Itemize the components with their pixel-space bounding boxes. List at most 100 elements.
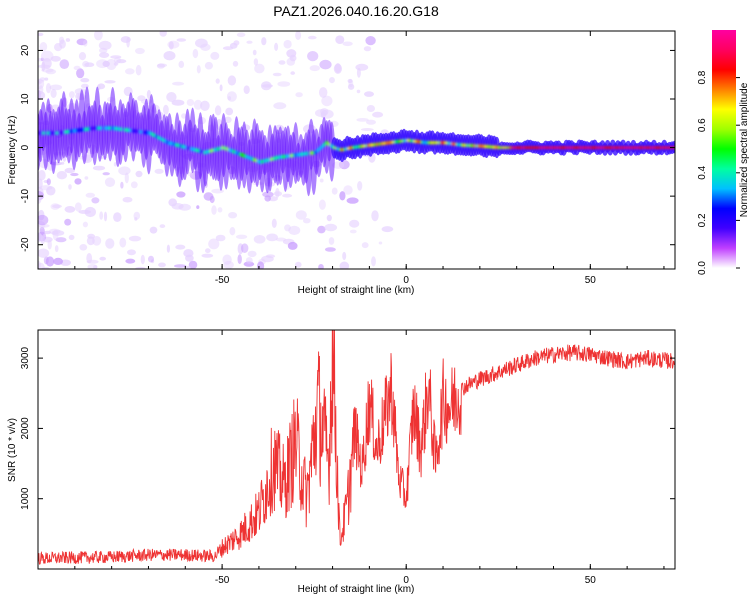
- spectrogram-core-cell: [453, 142, 456, 146]
- spectrogram-noise-blob: [53, 257, 63, 265]
- spectrogram-core-cell: [610, 146, 613, 149]
- spectrogram-noise-blob: [98, 40, 112, 51]
- spectrogram-noise-blob: [209, 195, 215, 204]
- spectrogram-core-cell: [466, 143, 470, 147]
- spectrogram-noise-blob: [282, 193, 293, 198]
- spectrogram-noise-blob: [82, 40, 88, 47]
- spectrogram-core-cell: [486, 145, 490, 149]
- spectrogram-noise-blob: [348, 79, 354, 88]
- spectrogram-core-cell: [287, 154, 291, 158]
- spectrogram-noise-blob: [286, 49, 297, 58]
- spectrogram-core-cell: [340, 148, 344, 152]
- spectrogram-noise-blob: [65, 38, 71, 42]
- spectrogram-core-cell: [243, 154, 247, 158]
- spectrogram-noise-blob: [78, 52, 87, 61]
- spectrogram-core-cell: [440, 141, 443, 145]
- spectrogram-noise-blob: [346, 197, 359, 204]
- spectrogram-core-cell: [163, 139, 167, 143]
- spectrogram-noise-blob: [195, 38, 208, 48]
- spectrogram-noise-blob: [349, 229, 357, 234]
- spectrogram-noise-blob: [60, 161, 65, 165]
- spectrogram-noise-blob: [355, 63, 369, 71]
- spectrogram-noise-blob: [360, 128, 374, 131]
- spectrogram-core-cell: [614, 146, 618, 149]
- spectrogram-noise-blob: [74, 178, 82, 185]
- spectrogram-noise-blob: [51, 230, 65, 236]
- spectrogram-core-cell: [110, 126, 114, 130]
- spectrogram-noise-blob: [158, 262, 166, 268]
- spectrogram-noise-blob: [320, 108, 329, 116]
- spectrogram-core-cell: [650, 146, 653, 149]
- spectrogram-core-cell: [311, 151, 315, 155]
- spectrogram-core-cell: [630, 146, 633, 149]
- spectrogram-core-cell: [559, 146, 562, 149]
- spectrogram-core-cell: [627, 146, 631, 149]
- spectrogram-core-cell: [437, 141, 441, 145]
- spectrogram-noise-blob: [135, 47, 145, 55]
- spectrogram-noise-blob: [273, 191, 282, 197]
- spectrogram-noise-blob: [378, 241, 383, 245]
- spectrogram-core-cell: [376, 142, 379, 146]
- spectrogram-core-cell: [314, 150, 317, 155]
- spectrogram-core-cell: [468, 144, 472, 147]
- spectrogram-noise-blob: [148, 255, 154, 263]
- spectrogram-core-cell: [464, 143, 467, 147]
- spectrogram-core-cell: [552, 146, 556, 149]
- spectrogram-noise-blob: [237, 254, 242, 265]
- spectrogram-core-cell: [334, 146, 337, 150]
- spectrogram-core-cell: [188, 146, 191, 151]
- spectrogram-core-cell: [532, 146, 536, 149]
- spectrogram-core-cell: [250, 156, 253, 161]
- spectrogram-noise-blob: [283, 39, 292, 49]
- spectrogram-noise-blob: [171, 99, 185, 106]
- spectrogram-core-cell: [95, 126, 98, 130]
- spectrogram-noise-blob: [215, 234, 226, 242]
- spectrogram-noise-blob: [116, 59, 127, 64]
- spectrogram-core-cell: [303, 152, 306, 156]
- spectrogram-noise-blob: [113, 212, 122, 223]
- spectrogram-core-cell: [274, 156, 277, 160]
- spectrogram-noise-blob: [49, 84, 63, 91]
- spectrogram-noise-blob: [40, 50, 54, 62]
- spectrogram-core-cell: [663, 146, 666, 149]
- spectrogram-core-cell: [530, 146, 534, 149]
- spectrogram-core-cell: [365, 144, 368, 148]
- spectrogram-noise-blob: [159, 224, 166, 229]
- spectrogram-core-cell: [221, 146, 224, 150]
- spectrogram-noise-blob: [253, 58, 259, 66]
- spectrogram-noise-blob: [188, 260, 198, 269]
- spectrogram-core-cell: [612, 146, 615, 149]
- spectrogram-core-cell: [46, 131, 50, 135]
- spectrogram-core-cell: [347, 146, 350, 150]
- spectrogram-noise-blob: [82, 221, 88, 228]
- spectrogram-core-cell: [141, 130, 145, 134]
- spectrogram-core-cell: [495, 145, 498, 149]
- spectrogram-core-cell: [157, 135, 160, 140]
- spectrogram-ylabel: Frequency (Hz): [7, 116, 18, 185]
- spectrogram-core-cell: [643, 146, 646, 149]
- spectrogram-core-cell: [38, 131, 41, 135]
- spectrogram-noise-blob: [99, 211, 104, 220]
- spectrogram-noise-blob: [331, 187, 338, 195]
- spectrogram-core-cell: [442, 141, 445, 145]
- spectrogram-noise-blob: [335, 35, 345, 44]
- snr-xlabel: Height of straight line (km): [298, 584, 415, 595]
- snr-panel: -50 0 50 1000 2000 3000 Height of straight li…: [7, 329, 676, 595]
- spectrogram-core-cell: [515, 146, 518, 149]
- spectrogram-core-cell: [133, 129, 136, 133]
- spectrogram-core-cell: [150, 132, 154, 136]
- spectrogram-noise-blob: [149, 226, 158, 234]
- spectrogram-core-cell: [391, 140, 395, 144]
- spectrogram-core-cell: [658, 146, 662, 149]
- snr-ylabel: SNR (10 * v/v): [7, 418, 18, 482]
- spectrogram-noise-blob: [295, 92, 303, 98]
- spectrogram-noise-blob: [219, 84, 223, 92]
- spectrogram-core-cell: [422, 140, 425, 144]
- spectrogram-core-cell: [594, 146, 598, 149]
- spectrogram-noise-blob: [222, 254, 232, 265]
- spectrogram-noise-blob: [366, 105, 375, 112]
- spectrogram-noise-blob: [80, 78, 90, 83]
- snr-xtick-label: 0: [403, 575, 409, 586]
- spectrogram-noise-blob: [68, 234, 75, 240]
- spectrogram-noise-blob: [236, 32, 246, 38]
